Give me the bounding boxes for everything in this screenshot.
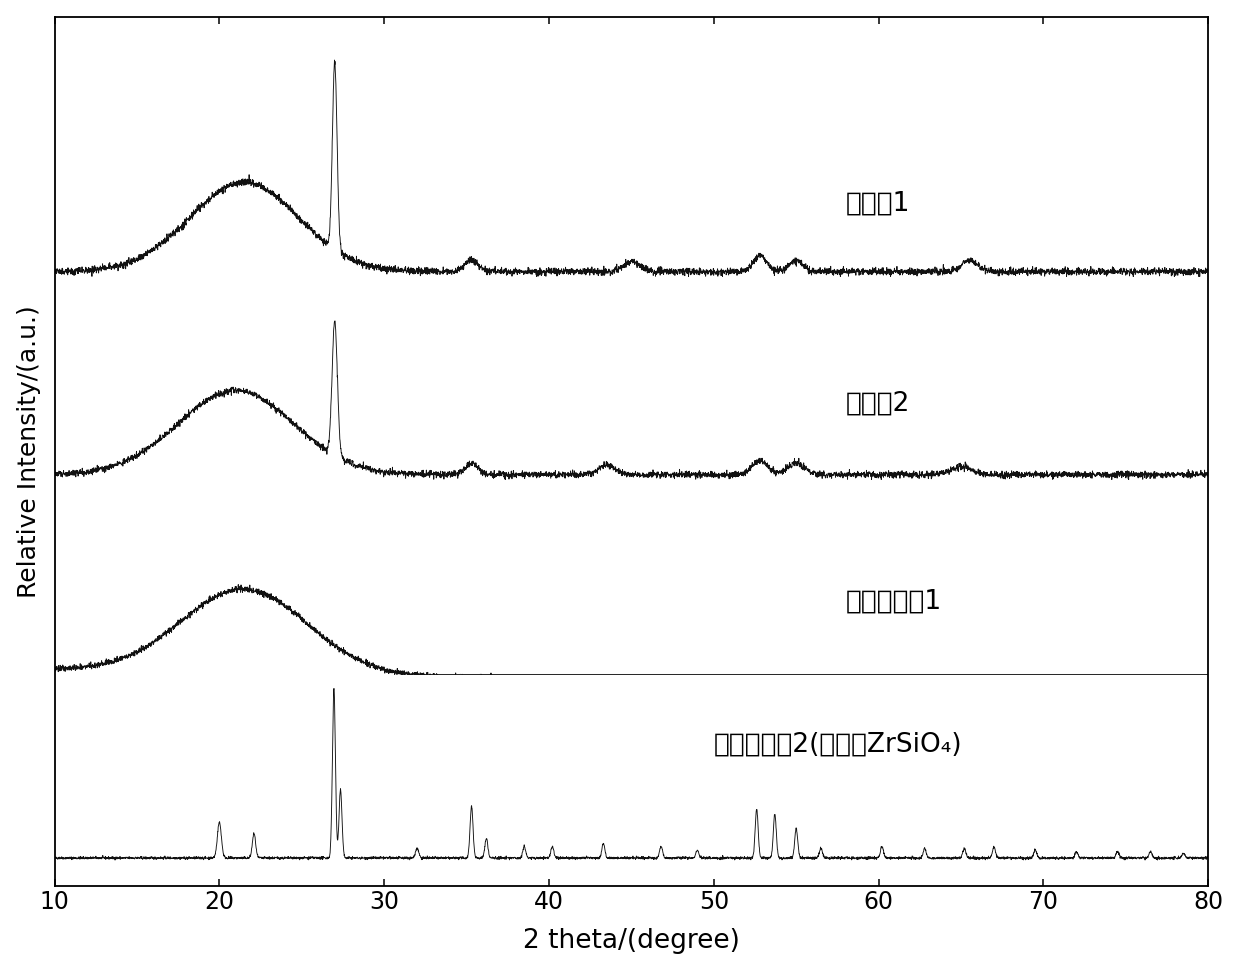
Y-axis label: Relative Intensity/(a.u.): Relative Intensity/(a.u.): [16, 305, 41, 597]
Text: 对比实施例1: 对比实施例1: [846, 588, 942, 615]
X-axis label: 2 theta/(degree): 2 theta/(degree): [523, 928, 740, 954]
Text: 对比实施例2(商品化ZrSiO₄): 对比实施例2(商品化ZrSiO₄): [714, 731, 962, 757]
Text: 实施例1: 实施例1: [846, 190, 910, 217]
Text: 实施例2: 实施例2: [846, 390, 910, 417]
